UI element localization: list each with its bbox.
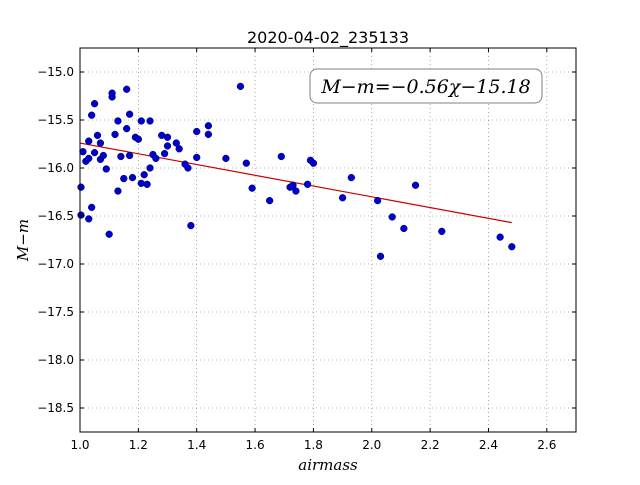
chart-title: 2020-04-02_235133 (247, 28, 409, 48)
y-tick-label: −18.5 (37, 401, 74, 415)
data-point (508, 243, 516, 251)
data-point (90, 148, 99, 157)
plot-area-frame (79, 47, 577, 433)
data-point (388, 213, 396, 221)
x-tick-label: 1.6 (246, 438, 265, 452)
data-point (152, 154, 160, 163)
data-point (376, 252, 385, 260)
y-tick-label: −16.5 (37, 209, 74, 223)
data-point (125, 151, 134, 160)
data-point (242, 159, 250, 167)
data-point (160, 149, 169, 158)
data-point (193, 153, 201, 162)
data-point (222, 154, 230, 163)
x-tick-label: 1.0 (70, 438, 89, 452)
data-point (146, 117, 154, 125)
data-point (114, 117, 122, 125)
data-point (303, 180, 312, 188)
equation-text: M−m=−0.56χ−15.18 (320, 76, 530, 98)
data-point (140, 171, 148, 179)
data-point (400, 224, 408, 233)
data-point (236, 82, 245, 91)
data-point (137, 117, 145, 125)
y-tick-label: −15.5 (37, 113, 74, 127)
data-point (79, 148, 87, 156)
data-point (187, 221, 195, 230)
data-point (102, 165, 110, 173)
data-point (120, 174, 128, 183)
x-tick-label: 2.0 (362, 438, 381, 452)
data-point (105, 230, 113, 238)
data-point (85, 137, 93, 145)
data-point (338, 194, 347, 202)
x-tick-label: 2.2 (421, 438, 440, 452)
data-point (146, 164, 154, 172)
grid (80, 48, 576, 432)
data-point (93, 131, 102, 140)
data-point (90, 100, 99, 108)
data-point (128, 173, 137, 182)
data-point (277, 152, 285, 161)
x-axis-label: airmass (298, 456, 358, 474)
data-point (111, 130, 119, 139)
data-point (411, 181, 420, 189)
y-tick-label: −15.0 (37, 65, 74, 79)
data-point (347, 173, 355, 182)
data-point (248, 184, 256, 192)
data-point (193, 127, 201, 136)
x-tick-label: 2.6 (537, 438, 556, 452)
data-point (123, 124, 131, 133)
x-tick-label: 2.4 (479, 438, 498, 452)
equation-annotation: M−m=−0.56χ−15.18 (309, 68, 543, 104)
y-axis-label: M−m (14, 219, 32, 262)
data-point (496, 233, 504, 241)
data-point (117, 152, 125, 161)
y-tick-label: −18.0 (37, 353, 74, 367)
data-point (373, 196, 382, 205)
data-point (99, 151, 107, 160)
data-point (77, 183, 85, 191)
data-point (114, 187, 122, 195)
data-point (85, 154, 93, 163)
data-point (438, 227, 446, 236)
data-point (172, 139, 180, 147)
data-point (77, 211, 85, 219)
data-point (108, 89, 116, 97)
y-tick-label: −16.0 (37, 161, 74, 175)
axis-ticks: 1.0 1.2 1.4 1.6 1.8 2.0 2.2 2.4 2.6 −15.0 −15.5 −16… (37, 48, 576, 452)
x-tick-label: 1.8 (304, 438, 323, 452)
x-tick-label: 1.2 (129, 438, 148, 452)
data-points-layer (77, 82, 516, 260)
data-point (204, 122, 213, 130)
y-tick-label: −17.5 (37, 305, 74, 319)
data-point (125, 110, 134, 118)
data-point (175, 145, 183, 153)
data-point (163, 142, 172, 150)
equation-box (309, 68, 543, 104)
data-point (184, 164, 192, 172)
data-point (265, 196, 274, 205)
data-point (123, 85, 131, 93)
data-point (134, 135, 143, 143)
data-point (292, 187, 300, 195)
data-point (204, 130, 213, 139)
data-point (309, 159, 318, 167)
data-point (88, 203, 96, 212)
x-tick-label: 1.4 (187, 438, 206, 452)
data-point (163, 133, 172, 141)
data-point (88, 111, 96, 119)
data-point (85, 215, 93, 223)
data-point (143, 180, 151, 188)
data-point (289, 181, 297, 189)
data-point (96, 139, 105, 147)
y-tick-label: −17.0 (37, 257, 74, 271)
